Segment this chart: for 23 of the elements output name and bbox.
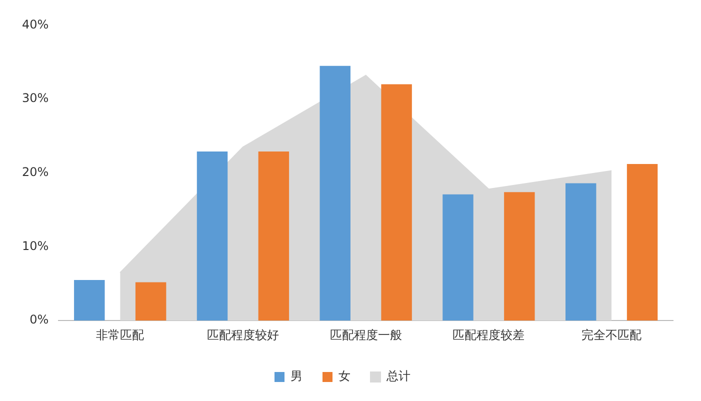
bar [320, 66, 350, 321]
bar [381, 84, 412, 321]
bar [135, 282, 166, 321]
y-tick-label: 30% [22, 91, 49, 106]
x-tick-label: 匹配程度一般 [330, 328, 402, 342]
x-tick-label: 非常匹配 [96, 328, 144, 342]
bar [74, 280, 105, 321]
bar [442, 194, 474, 321]
x-tick-label: 匹配程度较好 [206, 328, 279, 342]
y-tick-label: 40% [22, 17, 49, 32]
x-tick-label: 完全不匹配 [582, 328, 642, 342]
bar [504, 192, 535, 321]
bar [258, 151, 290, 321]
bar [565, 183, 596, 321]
legend-label: 女 [338, 369, 350, 384]
y-tick-label: 20% [22, 165, 49, 180]
x-tick-label: 匹配程度较差 [452, 328, 525, 342]
legend-label: 总计 [386, 369, 410, 384]
y-tick-label: 10% [22, 238, 49, 253]
bar [626, 164, 658, 321]
legend-label: 男 [290, 369, 302, 384]
bar [196, 151, 228, 321]
y-tick-label: 0% [30, 312, 49, 327]
